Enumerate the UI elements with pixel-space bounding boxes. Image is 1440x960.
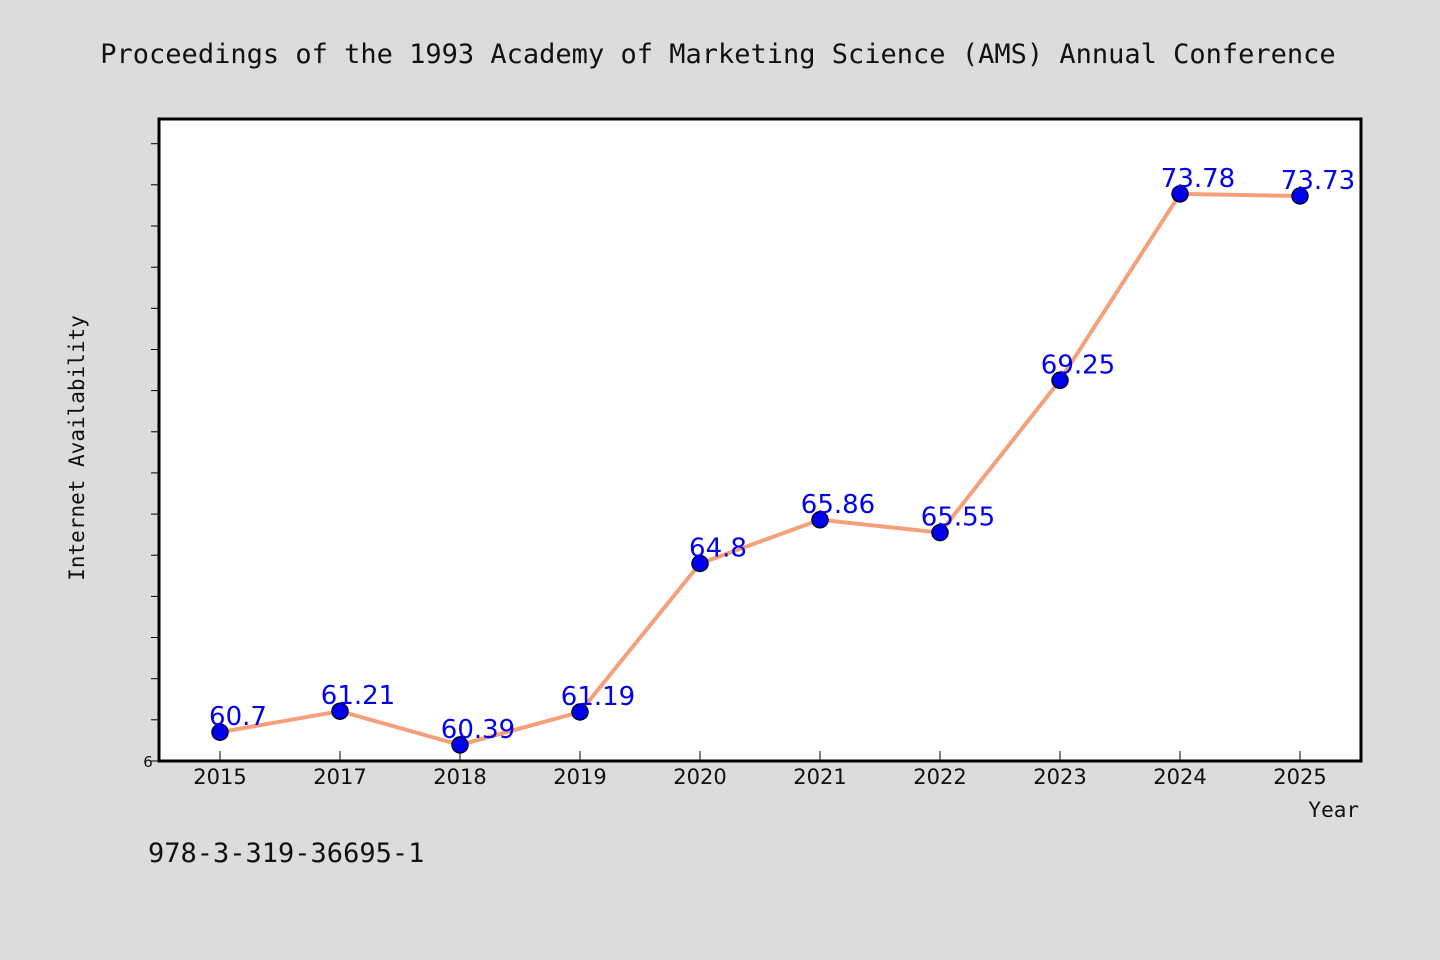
x-tick-label: 2021: [793, 765, 846, 789]
data-label: 64.8: [689, 534, 747, 564]
x-tick-label: 2015: [193, 765, 246, 789]
data-label: 73.78: [1161, 164, 1235, 194]
y-tick-label: 6: [143, 753, 153, 771]
data-label: 60.7: [209, 702, 267, 732]
data-point[interactable]: [571, 703, 589, 721]
x-tick-label: 2018: [433, 765, 486, 789]
x-tick-label: 2019: [553, 765, 606, 789]
y-axis-ticks: 6: [143, 143, 159, 771]
data-labels-layer: 60.7 61.21 60.39 61.19 64.8 65.86 65.55 69.25 73…: [209, 164, 1355, 745]
x-axis-ticks: 2015 2017 2018 2019 2020 2021 2022 2023 2024 2025: [193, 751, 1327, 789]
x-tick-label: 2017: [313, 765, 366, 789]
x-tick-label: 2023: [1033, 765, 1086, 789]
plot-area: [157, 117, 1363, 763]
data-point[interactable]: [811, 511, 829, 529]
y-axis-label: Internet Availability: [65, 315, 89, 581]
data-label: 65.55: [921, 503, 995, 533]
data-label: 61.19: [561, 682, 635, 712]
isbn-footer: 978-3-319-36695-1: [148, 838, 424, 869]
data-point[interactable]: [1291, 187, 1309, 205]
data-point[interactable]: [451, 736, 469, 754]
data-point[interactable]: [931, 523, 949, 542]
data-label: 60.39: [441, 715, 515, 745]
data-label: 73.73: [1281, 166, 1355, 196]
x-tick-label: 2020: [673, 765, 726, 789]
data-point[interactable]: [331, 702, 349, 720]
data-point[interactable]: [211, 723, 229, 741]
chart-title: Proceedings of the 1993 Academy of Marke…: [100, 39, 1335, 70]
x-tick-label: 2022: [913, 765, 966, 789]
series-layer: [211, 185, 1309, 754]
series-line: [218, 191, 1302, 747]
x-tick-label: 2024: [1153, 765, 1206, 789]
data-point[interactable]: [691, 554, 709, 573]
x-axis-label: Year: [1308, 798, 1359, 822]
data-point[interactable]: [1171, 185, 1189, 203]
data-label: 65.86: [801, 490, 875, 520]
x-tick-label: 2025: [1273, 765, 1326, 789]
data-label: 69.25: [1041, 350, 1115, 380]
data-label: 61.21: [321, 681, 395, 711]
data-point[interactable]: [1051, 371, 1069, 390]
